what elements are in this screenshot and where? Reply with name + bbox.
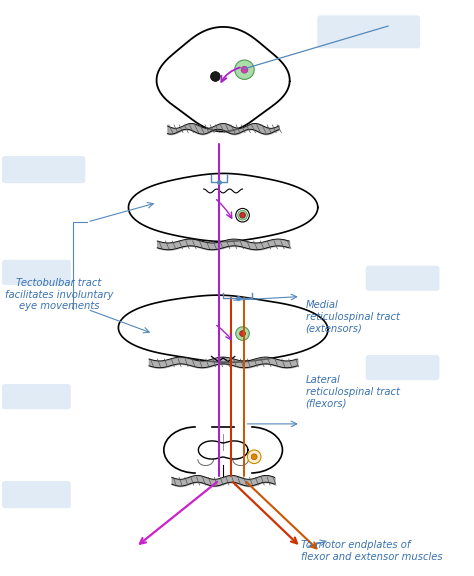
Circle shape xyxy=(240,213,246,218)
Circle shape xyxy=(240,331,246,336)
Circle shape xyxy=(240,213,245,218)
Circle shape xyxy=(236,209,249,222)
Polygon shape xyxy=(156,27,290,131)
Ellipse shape xyxy=(218,427,283,473)
Polygon shape xyxy=(118,295,328,362)
FancyBboxPatch shape xyxy=(366,266,439,291)
Polygon shape xyxy=(156,27,290,131)
Text: Lateral
reticulospinal tract
(flexors): Lateral reticulospinal tract (flexors) xyxy=(306,375,400,408)
Circle shape xyxy=(235,60,254,79)
Text: Medial
reticulospinal tract
(extensors): Medial reticulospinal tract (extensors) xyxy=(306,301,400,334)
Ellipse shape xyxy=(164,427,228,473)
Text: Tectobulbar tract
facilitates involuntary
eye movements: Tectobulbar tract facilitates involuntar… xyxy=(5,278,113,312)
FancyBboxPatch shape xyxy=(2,156,85,183)
FancyBboxPatch shape xyxy=(2,481,71,508)
Polygon shape xyxy=(128,173,318,241)
FancyBboxPatch shape xyxy=(317,16,420,48)
FancyBboxPatch shape xyxy=(2,260,71,285)
Circle shape xyxy=(241,66,248,73)
Circle shape xyxy=(210,71,220,81)
Polygon shape xyxy=(156,27,290,131)
Text: To motor endplates of
flexor and extensor muscles: To motor endplates of flexor and extenso… xyxy=(301,540,442,562)
FancyBboxPatch shape xyxy=(2,384,71,409)
Circle shape xyxy=(251,454,257,460)
Circle shape xyxy=(237,210,247,220)
Polygon shape xyxy=(199,441,248,459)
Circle shape xyxy=(247,450,261,464)
FancyBboxPatch shape xyxy=(366,355,439,380)
Circle shape xyxy=(236,327,249,340)
